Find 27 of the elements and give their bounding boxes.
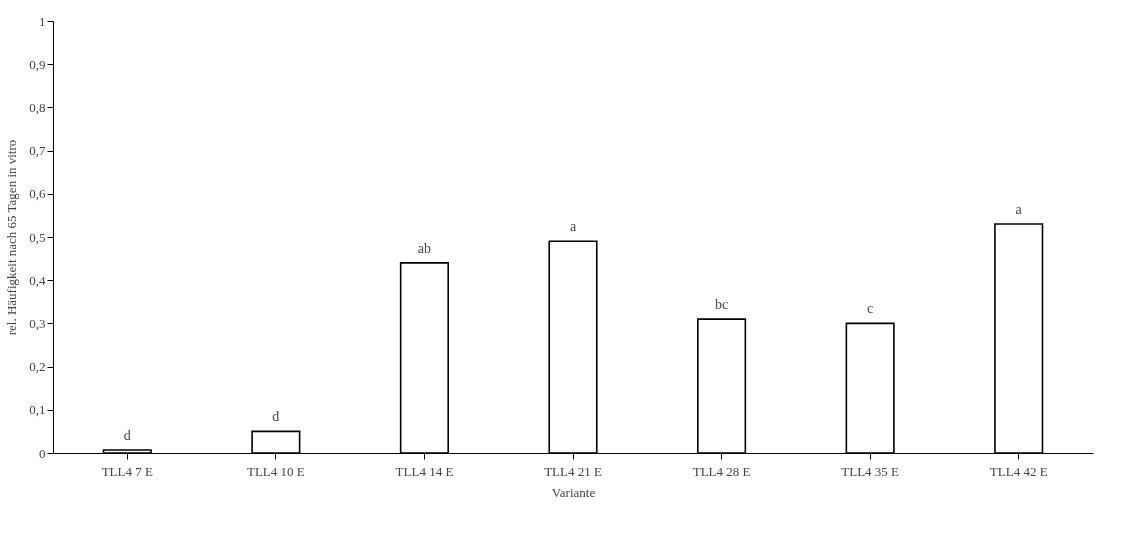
x-tick-label: TLL4 28 E bbox=[692, 463, 751, 479]
y-tick-label: 0 bbox=[39, 445, 46, 461]
y-tick-label: 0,5 bbox=[29, 229, 46, 245]
x-tick-label: TLL4 35 E bbox=[841, 463, 900, 479]
annotation: a bbox=[569, 219, 577, 235]
annotation: a bbox=[1015, 202, 1023, 218]
y-tick-label: 0,7 bbox=[29, 143, 46, 159]
y-axis-title: rel. Häufigkeit nach 65 Tagen in vitro bbox=[4, 139, 20, 336]
y-tick-label: 0,9 bbox=[29, 56, 46, 72]
x-tick-label: TLL4 42 E bbox=[989, 463, 1048, 479]
annotation: c bbox=[867, 301, 874, 317]
x-tick-label: TLL4 21 E bbox=[544, 463, 602, 479]
x-tick-label: TLL4 10 E bbox=[246, 463, 305, 479]
y-tick-label: 0,3 bbox=[29, 315, 46, 331]
y-tick-label: 1 bbox=[39, 13, 46, 29]
x-tick-label: TLL4 7 E bbox=[101, 463, 153, 479]
y-tick-label: 0,2 bbox=[29, 359, 46, 375]
x-axis-title: Variante bbox=[551, 484, 596, 500]
y-tick-label: 0,1 bbox=[29, 402, 46, 418]
x-tick-label: TLL4 14 E bbox=[395, 463, 454, 479]
y-tick-label: 0,8 bbox=[29, 99, 46, 115]
y-tick-label: 0,6 bbox=[29, 186, 46, 202]
y-tick-label: 0,4 bbox=[29, 272, 46, 288]
annotation: ab bbox=[417, 240, 432, 256]
annotation: d bbox=[123, 427, 131, 443]
annotation: d bbox=[272, 409, 280, 425]
annotation: bc bbox=[714, 297, 729, 313]
